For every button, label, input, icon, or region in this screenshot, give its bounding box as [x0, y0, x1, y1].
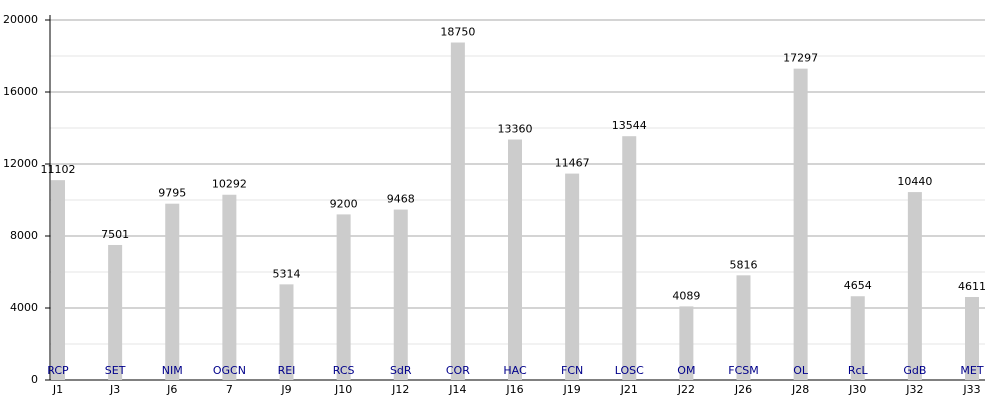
x-tick-label: J10: [334, 383, 352, 396]
x-tick-label: J14: [448, 383, 466, 396]
bar: [393, 209, 408, 380]
x-tick-label: J12: [391, 383, 409, 396]
value-label: 13544: [612, 119, 647, 132]
value-label: 4611: [958, 280, 986, 293]
bar: [508, 139, 522, 380]
x-tick-label: J1: [52, 383, 63, 396]
bar-label: SET: [105, 364, 126, 377]
x-tick-label: J21: [620, 383, 638, 396]
value-label: 10292: [212, 178, 247, 191]
bar: [165, 203, 180, 380]
bar-label: COR: [446, 364, 470, 377]
x-tick-label: J22: [677, 383, 695, 396]
y-tick-label: 0: [31, 373, 38, 386]
bar-label: RCS: [333, 364, 355, 377]
x-tick-label: J3: [109, 383, 120, 396]
y-tick-label: 12000: [3, 157, 38, 170]
value-label: 11467: [555, 157, 590, 170]
bar-label: RcL: [848, 364, 869, 377]
bar: [622, 136, 637, 380]
y-tick-label: 8000: [10, 229, 38, 242]
value-label: 10440: [897, 175, 932, 188]
x-tick-label: J30: [848, 383, 866, 396]
x-tick-label: J28: [791, 383, 809, 396]
x-tick-label: 7: [226, 383, 233, 396]
x-tick-label: J6: [166, 383, 177, 396]
y-tick-label: 4000: [10, 301, 38, 314]
value-label: 11102: [41, 163, 76, 176]
bar: [679, 306, 694, 380]
bar: [51, 180, 65, 380]
value-label: 9795: [158, 187, 186, 200]
value-label: 18750: [440, 26, 475, 39]
bar: [279, 284, 294, 380]
bar-label: MET: [960, 364, 983, 377]
value-label: 9200: [330, 197, 358, 210]
x-tick-label: J32: [905, 383, 923, 396]
bar: [222, 194, 237, 380]
bar-label: OM: [677, 364, 695, 377]
bar: [336, 214, 351, 380]
value-label: 5816: [730, 258, 758, 271]
bar-label: REI: [278, 364, 296, 377]
bar-label: LOSC: [615, 364, 644, 377]
bar-label: OGCN: [213, 364, 246, 377]
x-tick-label: J16: [505, 383, 523, 396]
value-label: 5314: [273, 267, 301, 280]
bar-label: FCN: [561, 364, 583, 377]
bar-label: RCP: [47, 364, 69, 377]
bar: [965, 297, 979, 380]
x-tick-label: J19: [563, 383, 581, 396]
bar: [793, 68, 808, 381]
value-label: 9468: [387, 193, 415, 206]
x-tick-label: J9: [280, 383, 291, 396]
bar: [736, 275, 751, 380]
y-tick-label: 20000: [3, 13, 38, 26]
bar: [850, 296, 865, 380]
value-label: 17297: [783, 52, 818, 65]
x-tick-label: J33: [962, 383, 980, 396]
bar: [907, 192, 922, 380]
bar-label: SdR: [390, 364, 412, 377]
y-tick-label: 16000: [3, 85, 38, 98]
value-label: 4654: [844, 279, 872, 292]
value-label: 4089: [672, 289, 700, 302]
x-tick-label: J26: [734, 383, 752, 396]
bar-label: OL: [793, 364, 809, 377]
bar: [565, 173, 580, 380]
bar-label: GdB: [903, 364, 926, 377]
value-label: 13360: [498, 123, 533, 136]
bar: [108, 244, 123, 380]
bar: [450, 42, 465, 380]
value-label: 7501: [101, 228, 129, 241]
bar-label: NIM: [162, 364, 183, 377]
bar-label: FCSM: [728, 364, 758, 377]
bar-label: HAC: [503, 364, 527, 377]
